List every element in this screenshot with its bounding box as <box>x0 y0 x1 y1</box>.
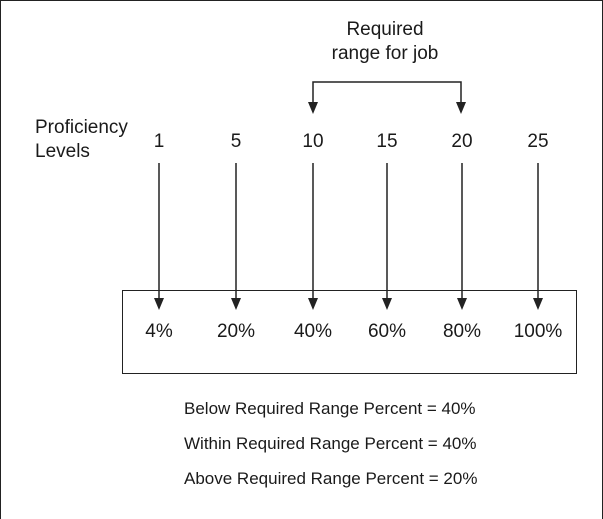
summary-within: Within Required Range Percent = 40% <box>184 434 477 453</box>
bracket-arrowhead-right <box>456 102 466 114</box>
required-range-label: Required range for job <box>332 18 439 66</box>
summary-above: Above Required Range Percent = 20% <box>184 469 478 488</box>
level-arrow-20 <box>457 163 467 310</box>
required-range-line1: Required <box>346 19 424 40</box>
level-20: 20 <box>451 131 473 152</box>
level-arrow-5 <box>231 163 241 310</box>
percentage-box <box>122 290 577 374</box>
required-range-line2: range for job <box>331 43 439 64</box>
percent-80: 80% <box>442 321 482 342</box>
percent-60: 60% <box>367 321 407 342</box>
level-arrow-1 <box>154 163 164 310</box>
level-25: 25 <box>527 131 549 152</box>
level-1: 1 <box>153 131 165 152</box>
percent-40: 40% <box>293 321 333 342</box>
percent-100: 100% <box>513 321 563 342</box>
bracket-arrowhead-left <box>308 102 318 114</box>
level-arrow-25 <box>533 163 543 310</box>
level-arrow-15 <box>382 163 392 310</box>
level-10: 10 <box>302 131 324 152</box>
summary-below: Below Required Range Percent = 40% <box>184 399 476 418</box>
percent-20: 20% <box>216 321 256 342</box>
level-15: 15 <box>376 131 398 152</box>
level-arrow-10 <box>308 163 318 310</box>
required-range-bracket <box>308 81 466 114</box>
percent-4: 4% <box>145 321 173 342</box>
level-5: 5 <box>230 131 242 152</box>
proficiency-label-line1: Proficiency <box>35 117 128 138</box>
proficiency-levels-label: Proficiency Levels <box>35 116 128 164</box>
proficiency-label-line2: Levels <box>35 141 90 162</box>
